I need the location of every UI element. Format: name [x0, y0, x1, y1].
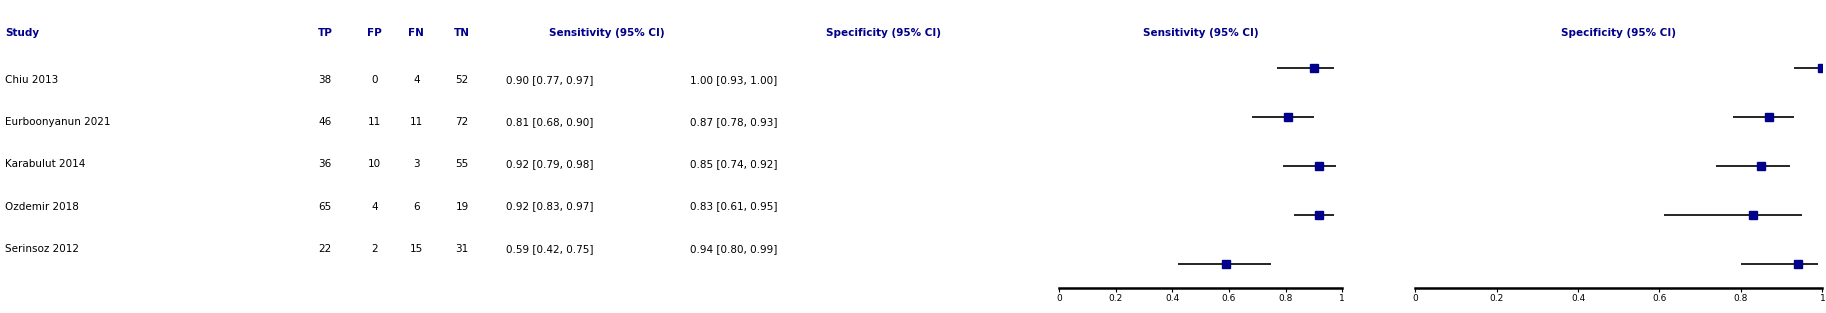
Text: Serinsoz 2012: Serinsoz 2012 [5, 244, 80, 254]
Text: FN: FN [409, 28, 424, 38]
Text: 0.59 [0.42, 0.75]: 0.59 [0.42, 0.75] [506, 244, 593, 254]
Text: 0.90 [0.77, 0.97]: 0.90 [0.77, 0.97] [506, 75, 593, 85]
Text: 46: 46 [318, 117, 332, 127]
Text: 10: 10 [367, 159, 382, 169]
Text: 0.87 [0.78, 0.93]: 0.87 [0.78, 0.93] [690, 117, 778, 127]
Text: Chiu 2013: Chiu 2013 [5, 75, 58, 85]
Text: 22: 22 [318, 244, 332, 254]
Text: 36: 36 [318, 159, 332, 169]
Text: 72: 72 [455, 117, 469, 127]
Text: Specificity (95% CI): Specificity (95% CI) [1561, 28, 1676, 38]
Text: TP: TP [318, 28, 332, 38]
Text: FP: FP [367, 28, 382, 38]
Text: 19: 19 [455, 202, 469, 212]
Text: 0.94 [0.80, 0.99]: 0.94 [0.80, 0.99] [690, 244, 778, 254]
Text: 2: 2 [371, 244, 378, 254]
Text: 31: 31 [455, 244, 469, 254]
Text: 0.92 [0.83, 0.97]: 0.92 [0.83, 0.97] [506, 202, 593, 212]
Text: 52: 52 [455, 75, 469, 85]
Text: 1.00 [0.93, 1.00]: 1.00 [0.93, 1.00] [690, 75, 778, 85]
Text: 0.81 [0.68, 0.90]: 0.81 [0.68, 0.90] [506, 117, 593, 127]
Text: 0.92 [0.79, 0.98]: 0.92 [0.79, 0.98] [506, 159, 593, 169]
Text: 4: 4 [371, 202, 378, 212]
Text: 55: 55 [455, 159, 469, 169]
Text: 11: 11 [409, 117, 424, 127]
Text: Specificity (95% CI): Specificity (95% CI) [827, 28, 940, 38]
Text: 0.83 [0.61, 0.95]: 0.83 [0.61, 0.95] [690, 202, 778, 212]
Text: 15: 15 [409, 244, 424, 254]
Text: Karabulut 2014: Karabulut 2014 [5, 159, 86, 169]
Text: Ozdemir 2018: Ozdemir 2018 [5, 202, 79, 212]
Text: 3: 3 [413, 159, 420, 169]
Text: 6: 6 [413, 202, 420, 212]
Text: Sensitivity (95% CI): Sensitivity (95% CI) [1143, 28, 1258, 38]
Text: 0.85 [0.74, 0.92]: 0.85 [0.74, 0.92] [690, 159, 778, 169]
Text: 0: 0 [371, 75, 378, 85]
Text: Eurboonyanun 2021: Eurboonyanun 2021 [5, 117, 111, 127]
Text: 4: 4 [413, 75, 420, 85]
Text: Sensitivity (95% CI): Sensitivity (95% CI) [550, 28, 665, 38]
Text: Study: Study [5, 28, 40, 38]
Text: 65: 65 [318, 202, 332, 212]
Text: 38: 38 [318, 75, 332, 85]
Text: TN: TN [455, 28, 469, 38]
Text: 11: 11 [367, 117, 382, 127]
